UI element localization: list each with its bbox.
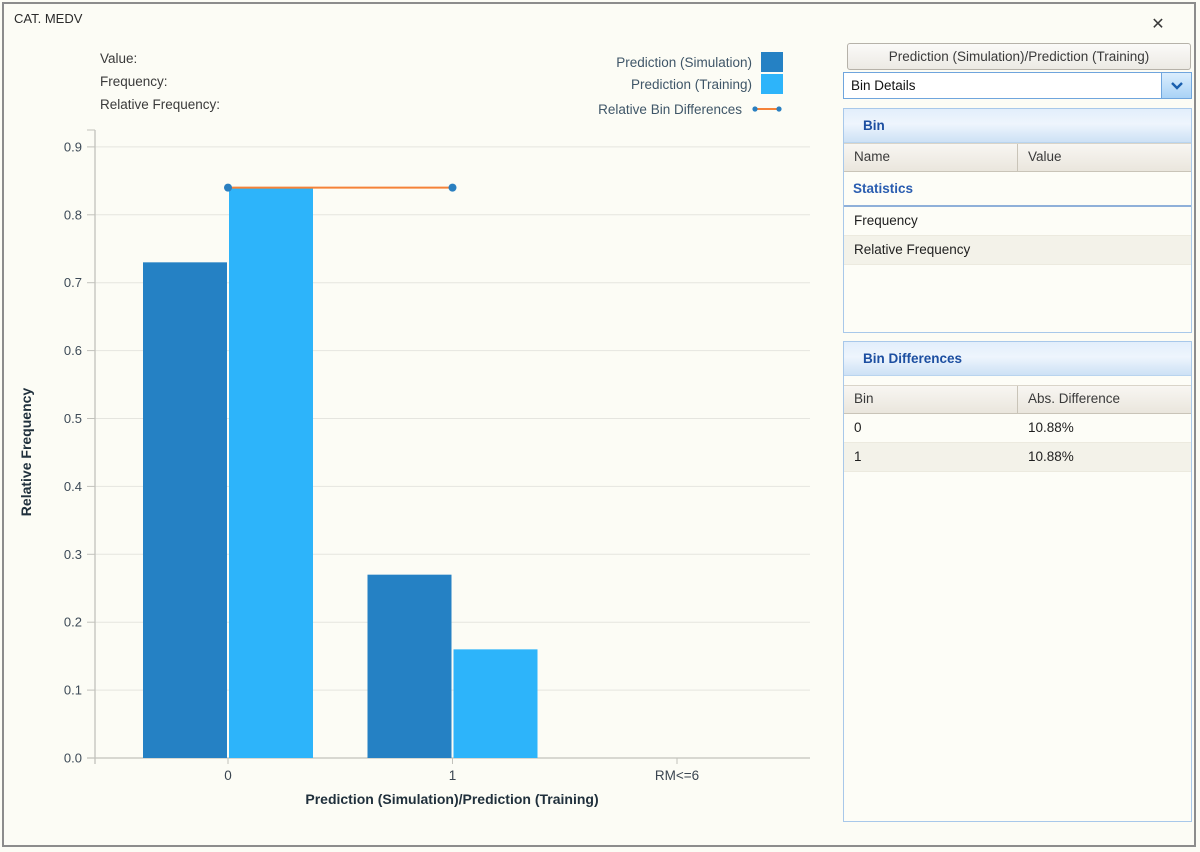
bin-cell: 1 <box>854 449 862 464</box>
x-tick-label: RM<=6 <box>655 768 699 783</box>
legend-item-training: Prediction (Training) <box>631 74 783 94</box>
bar-chart: 0.0 0.1 0.2 0.3 0.4 0.5 0.6 0.7 0.8 0.9 0 1 RM<=6 Pre… <box>18 129 810 807</box>
table-row-bin-0[interactable]: 0 10.88% <box>844 414 1191 443</box>
x-tick-label: 0 <box>224 768 232 783</box>
row-value <box>1018 207 1191 235</box>
line-marker-icon <box>752 106 782 112</box>
info-relative-frequency-label: Relative Frequency: <box>100 97 221 112</box>
y-tick-label: 0.6 <box>64 343 82 358</box>
info-value-label: Value: <box>100 51 138 66</box>
bin-table-header: Name Value <box>844 143 1191 172</box>
hover-info-panel: Value: Frequency: Relative Frequency: <box>100 47 220 116</box>
legend-label: Prediction (Training) <box>630 76 752 92</box>
y-tick-label: 0.3 <box>64 547 82 562</box>
view-dropdown-value: Bin Details <box>851 78 916 93</box>
variable-header-button[interactable]: Prediction (Simulation)/Prediction (Trai… <box>847 43 1191 70</box>
row-label: Frequency <box>854 213 918 228</box>
column-header-abs-difference: Abs. Difference <box>1028 391 1121 406</box>
legend-item-relative-bin-differences: Relative Bin Differences <box>598 101 783 117</box>
window-title: CAT. MEDV <box>14 11 83 26</box>
close-icon[interactable]: ✕ <box>1151 16 1165 33</box>
y-tick-label: 0.7 <box>64 275 82 290</box>
bin-differences-section: Bin Differences Bin Abs. Difference 0 10… <box>843 341 1192 822</box>
spacer <box>844 376 1191 385</box>
y-tick-label: 0.0 <box>64 751 82 766</box>
statistics-group-header: Statistics <box>844 172 1191 207</box>
bin-differences-section-header: Bin Differences <box>844 342 1191 376</box>
column-header-value: Value <box>1028 149 1062 164</box>
chart-legend: Prediction (Simulation) Prediction (Trai… <box>420 52 783 117</box>
y-tick-label: 0.1 <box>64 683 82 698</box>
difference-point-1[interactable] <box>448 183 457 192</box>
y-axis-title: Relative Frequency <box>18 388 34 517</box>
abs-difference-cell: 10.88% <box>1028 420 1074 435</box>
x-tick-label: 1 <box>449 768 457 783</box>
row-value <box>1018 236 1191 264</box>
abs-difference-cell: 10.88% <box>1028 449 1074 464</box>
column-header-bin: Bin <box>844 386 1018 413</box>
legend-item-simulation: Prediction (Simulation) <box>616 52 783 72</box>
legend-label: Relative Bin Differences <box>598 101 742 117</box>
chevron-down-icon[interactable] <box>1161 73 1191 98</box>
bar-training-0[interactable] <box>229 187 313 758</box>
bin-section: Bin Name Value Statistics Frequency Rela… <box>843 108 1192 333</box>
y-tick-label: 0.5 <box>64 411 82 426</box>
bar-simulation-1[interactable] <box>367 574 452 758</box>
table-row-frequency[interactable]: Frequency <box>844 207 1191 236</box>
table-row-relative-frequency[interactable]: Relative Frequency <box>844 236 1191 265</box>
difference-point-0[interactable] <box>224 183 232 192</box>
bin-cell: 0 <box>854 420 862 435</box>
y-tick-label: 0.9 <box>64 139 82 154</box>
table-row-bin-1[interactable]: 1 10.88% <box>844 443 1191 472</box>
y-tick-label: 0.8 <box>64 207 82 222</box>
column-header-name: Name <box>844 144 1018 171</box>
training-swatch-icon <box>761 74 783 94</box>
row-label: Relative Frequency <box>854 242 971 257</box>
y-tick-label: 0.2 <box>64 615 82 630</box>
view-dropdown[interactable]: Bin Details <box>843 72 1192 99</box>
x-axis-title: Prediction (Simulation)/Prediction (Trai… <box>305 791 598 807</box>
y-tick-label: 0.4 <box>64 479 82 494</box>
info-frequency-label: Frequency: <box>100 74 168 89</box>
bar-training-1[interactable] <box>453 649 538 758</box>
bin-section-header: Bin <box>844 109 1191 143</box>
simulation-swatch-icon <box>761 52 783 72</box>
bar-simulation-0[interactable] <box>143 262 227 758</box>
bin-differences-table-header: Bin Abs. Difference <box>844 385 1191 414</box>
legend-label: Prediction (Simulation) <box>616 54 752 70</box>
